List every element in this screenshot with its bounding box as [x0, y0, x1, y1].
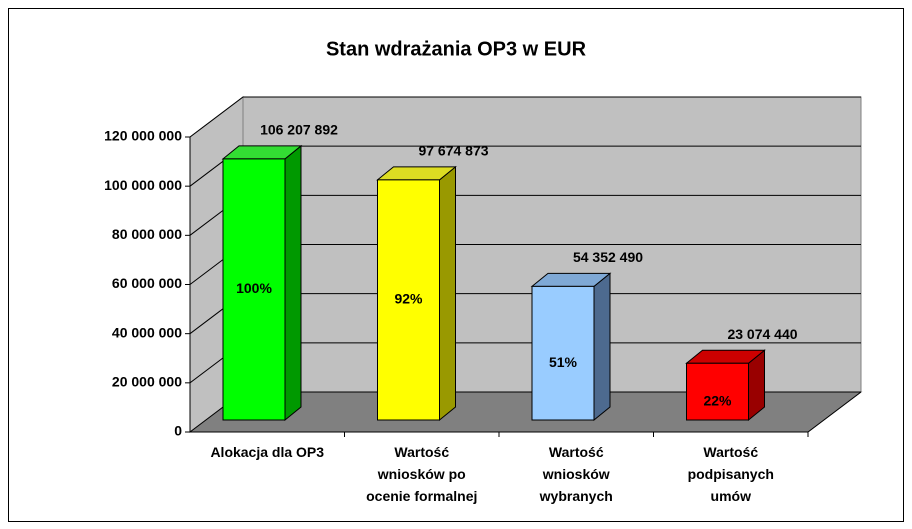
bar	[531, 285, 595, 421]
percent-label: 100%	[236, 280, 272, 296]
y-tick-label: 120 000 000	[104, 128, 182, 144]
y-tick-label: 40 000 000	[112, 324, 182, 340]
bar	[222, 158, 286, 421]
value-label: 54 352 490	[573, 249, 643, 265]
value-label: 97 674 873	[418, 143, 488, 159]
y-tick-label: 20 000 000	[112, 374, 182, 390]
value-label: 106 207 892	[260, 122, 338, 138]
x-tick-label: Wartość podpisanych umów	[687, 444, 774, 504]
bar-side	[284, 144, 302, 422]
y-tick-label: 100 000 000	[104, 177, 182, 193]
x-tick-label: Alokacja dla OP3	[210, 444, 325, 460]
y-tick-label: 0	[174, 423, 182, 439]
y-tick-label: 80 000 000	[112, 226, 182, 242]
x-tick-label: Wartość wniosków po ocenie formalnej	[366, 444, 478, 504]
y-tick-label: 60 000 000	[112, 275, 182, 291]
grid-line	[189, 96, 861, 138]
floor-edge	[807, 391, 862, 433]
percent-label: 92%	[394, 291, 423, 307]
bar-side	[439, 165, 456, 422]
bar	[377, 179, 440, 421]
bar-side	[593, 272, 611, 422]
chart-title: Stan wdrażania OP3 w EUR	[326, 38, 587, 60]
value-label: 23 074 440	[727, 326, 797, 342]
bar	[686, 362, 749, 421]
percent-label: 22%	[703, 392, 732, 408]
x-tick-label: Wartość wniosków wybranych	[539, 444, 613, 504]
percent-label: 51%	[549, 354, 578, 370]
